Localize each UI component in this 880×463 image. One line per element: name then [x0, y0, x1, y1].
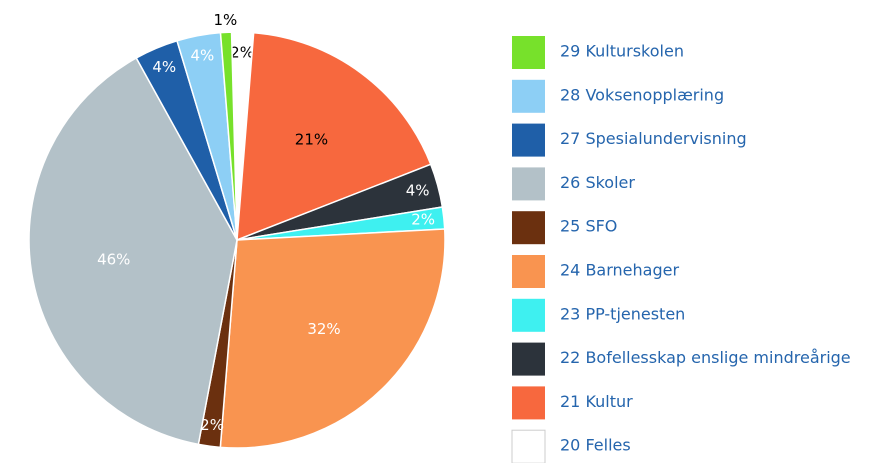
pie-slice — [219, 31, 238, 241]
legend-label: 23 PP-tjenesten — [560, 304, 685, 323]
pie-slice — [28, 56, 238, 446]
legend-swatch — [512, 211, 545, 245]
legend-label: 24 Barnehager — [560, 261, 679, 280]
legend-swatch — [511, 429, 546, 463]
legend-swatch — [512, 342, 545, 376]
legend-label: 26 Skoler — [560, 173, 635, 192]
legend-label: 29 Kulturskolen — [560, 42, 684, 61]
legend-swatch — [512, 36, 545, 69]
slice-label: 4% — [190, 47, 214, 65]
legend-swatch — [512, 298, 545, 332]
legend-label: 25 SFO — [560, 217, 617, 236]
slice-label: 4% — [406, 181, 430, 199]
legend-label: 22 Bofellesskap enslige mindreårige — [560, 348, 851, 367]
legend-swatch — [512, 79, 545, 113]
slice-label: 2% — [200, 416, 224, 434]
legend-label: 28 Voksenopplæring — [560, 85, 724, 104]
slice-label: 21% — [295, 130, 328, 148]
legend-label: 20 Felles — [560, 436, 631, 455]
slice-label: 2% — [411, 211, 435, 229]
legend-swatch — [512, 167, 545, 201]
slice-label: 32% — [307, 320, 340, 338]
legend-swatch — [512, 386, 545, 420]
slice-label: 46% — [97, 250, 130, 268]
slice-label: 4% — [152, 58, 176, 76]
pie-slice — [219, 228, 446, 449]
pie-slice — [236, 31, 432, 242]
slice-label: 1% — [213, 11, 237, 29]
legend-label: 21 Kultur — [560, 392, 633, 411]
legend-label: 27 Spesialundervisning — [560, 129, 747, 148]
slice-label: 2% — [230, 43, 254, 61]
legend-swatch — [512, 123, 545, 157]
legend-swatch — [512, 255, 545, 288]
